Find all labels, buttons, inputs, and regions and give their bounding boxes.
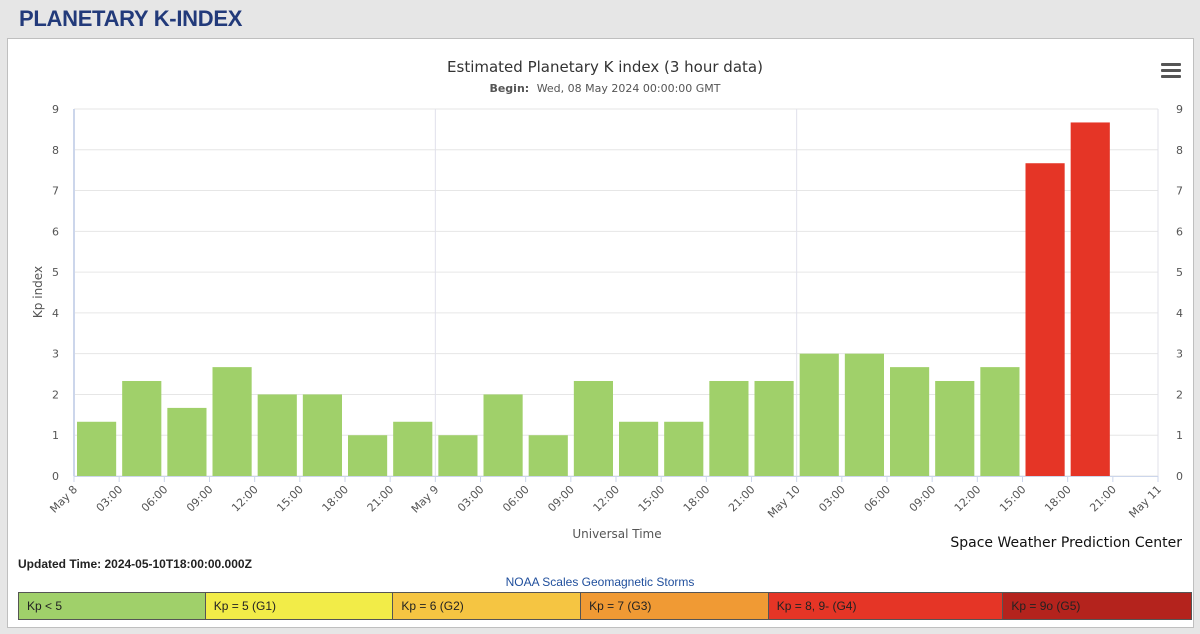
chart-title: Estimated Planetary K index (3 hour data… bbox=[447, 58, 763, 76]
x-tick-label: 21:00 bbox=[365, 483, 397, 515]
y-axis-left: 0 1 2 3 4 5 6 7 8 9 bbox=[52, 103, 59, 483]
y-tick-label-right: 4 bbox=[1176, 307, 1183, 320]
x-tick-label: 21:00 bbox=[726, 483, 758, 515]
y-tick-label-right: 3 bbox=[1176, 348, 1183, 361]
y-tick-label-left: 2 bbox=[52, 388, 59, 401]
y-tick-label-right: 2 bbox=[1176, 388, 1183, 401]
x-tick-label: May 10 bbox=[765, 483, 803, 521]
x-tick-label: 12:00 bbox=[952, 483, 984, 515]
header-bar: PLANETARY K-INDEX bbox=[0, 0, 1200, 38]
kp-bar[interactable] bbox=[619, 421, 659, 476]
kp-bar[interactable] bbox=[302, 394, 342, 476]
y-tick-label-right: 1 bbox=[1176, 429, 1183, 442]
y-tick-label-left: 9 bbox=[52, 103, 59, 116]
noaa-scale-legend: Kp < 5 Kp = 5 (G1) Kp = 6 (G2) Kp = 7 (G3) K… bbox=[18, 592, 1192, 620]
x-tick-label: 18:00 bbox=[320, 483, 352, 515]
y-tick-label-right: 0 bbox=[1176, 470, 1183, 483]
kp-bar[interactable] bbox=[1070, 122, 1110, 476]
y-tick-label-left: 0 bbox=[52, 470, 59, 483]
kp-bar[interactable] bbox=[754, 380, 794, 476]
x-tick-label: 15:00 bbox=[636, 483, 668, 515]
x-tick-label: 09:00 bbox=[907, 483, 939, 515]
credit-text: Space Weather Prediction Center bbox=[950, 535, 1182, 551]
kp-bar[interactable] bbox=[664, 421, 704, 476]
x-tick-label: 03:00 bbox=[94, 483, 126, 515]
x-tick-label: 15:00 bbox=[997, 483, 1029, 515]
subtitle-value: Wed, 08 May 2024 00:00:00 GMT bbox=[537, 82, 721, 95]
kp-bar[interactable] bbox=[122, 380, 162, 476]
chart-subtitle: Begin: Wed, 08 May 2024 00:00:00 GMT bbox=[489, 82, 720, 95]
bar-series bbox=[77, 122, 1110, 477]
footer-strip bbox=[0, 628, 1200, 634]
x-tick-label: 06:00 bbox=[500, 483, 532, 515]
x-tick-label: 09:00 bbox=[184, 483, 216, 515]
x-tick-label: 03:00 bbox=[816, 483, 848, 515]
noaa-scale-item: Kp = 7 (G3) bbox=[581, 593, 769, 619]
x-tick-label: 06:00 bbox=[139, 483, 171, 515]
updated-value: 2024-05-10T18:00:00.000Z bbox=[104, 557, 252, 571]
x-tick-label: 12:00 bbox=[591, 483, 623, 515]
subtitle-label: Begin: bbox=[489, 82, 529, 95]
x-tick-label: 09:00 bbox=[545, 483, 577, 515]
noaa-scale-item: Kp = 9o (G5) bbox=[1003, 593, 1192, 619]
y-tick-label-left: 6 bbox=[52, 225, 59, 238]
y-tick-label-right: 6 bbox=[1176, 225, 1183, 238]
kp-bar[interactable] bbox=[257, 394, 297, 476]
kp-bar[interactable] bbox=[980, 367, 1020, 476]
kp-chart: Estimated Planetary K index (3 hour data… bbox=[31, 58, 1183, 541]
y-tick-label-left: 1 bbox=[52, 429, 59, 442]
kp-bar[interactable] bbox=[709, 380, 749, 476]
page-title: PLANETARY K-INDEX bbox=[19, 6, 243, 31]
kp-bar[interactable] bbox=[212, 367, 252, 476]
kp-bar[interactable] bbox=[348, 435, 388, 476]
x-tick-label: 18:00 bbox=[1042, 483, 1074, 515]
kp-bar[interactable] bbox=[1025, 163, 1065, 477]
y-tick-label-right: 8 bbox=[1176, 144, 1183, 157]
y-tick-label-left: 4 bbox=[52, 307, 59, 320]
x-tick-label: 21:00 bbox=[1087, 483, 1119, 515]
chart-panel bbox=[7, 38, 1194, 628]
y-axis-title: Kp index bbox=[31, 266, 45, 318]
x-tick-label: 15:00 bbox=[274, 483, 306, 515]
noaa-scale-item: Kp = 8, 9- (G4) bbox=[768, 593, 1004, 619]
noaa-scale-item: Kp = 5 (G1) bbox=[205, 593, 394, 619]
kp-bar[interactable] bbox=[844, 353, 884, 476]
x-axis: May 8 03:00 06:00 09:00 12:00 15:00 18:00 21:00… bbox=[47, 476, 1164, 521]
chart-menu-icon[interactable] bbox=[1161, 63, 1181, 79]
y-tick-label-left: 7 bbox=[52, 185, 59, 198]
y-tick-label-right: 5 bbox=[1176, 266, 1183, 279]
updated-time: Updated Time: 2024-05-10T18:00:00.000Z bbox=[18, 557, 252, 571]
x-tick-label: May 11 bbox=[1126, 483, 1164, 521]
kp-bar[interactable] bbox=[77, 421, 117, 476]
y-tick-label-left: 3 bbox=[52, 348, 59, 361]
noaa-scale-item: Kp < 5 bbox=[19, 593, 206, 619]
noaa-scale-item: Kp = 6 (G2) bbox=[393, 593, 582, 619]
y-tick-label-right: 7 bbox=[1176, 185, 1183, 198]
y-axis-right: 0 1 2 3 4 5 6 7 8 9 bbox=[1176, 103, 1183, 483]
y-tick-label-left: 5 bbox=[52, 266, 59, 279]
kp-bar[interactable] bbox=[573, 380, 613, 476]
x-tick-label: 18:00 bbox=[681, 483, 713, 515]
kp-bar[interactable] bbox=[935, 380, 975, 476]
x-axis-title: Universal Time bbox=[572, 527, 661, 541]
x-tick-label: 03:00 bbox=[455, 483, 487, 515]
x-tick-label: May 8 bbox=[47, 483, 80, 516]
y-tick-label-right: 9 bbox=[1176, 103, 1183, 116]
kp-bar[interactable] bbox=[890, 367, 930, 476]
kp-bar[interactable] bbox=[167, 407, 207, 476]
kp-bar[interactable] bbox=[438, 435, 478, 476]
kp-bar[interactable] bbox=[393, 421, 433, 476]
x-tick-label: 12:00 bbox=[229, 483, 261, 515]
x-tick-label: 06:00 bbox=[862, 483, 894, 515]
kp-bar[interactable] bbox=[483, 394, 523, 476]
x-tick-label: May 9 bbox=[409, 483, 442, 516]
noaa-scale-title[interactable]: NOAA Scales Geomagnetic Storms bbox=[505, 575, 695, 589]
kp-bar[interactable] bbox=[528, 435, 568, 476]
y-tick-label-left: 8 bbox=[52, 144, 59, 157]
updated-label: Updated Time: bbox=[18, 557, 102, 571]
kp-bar[interactable] bbox=[799, 353, 839, 476]
